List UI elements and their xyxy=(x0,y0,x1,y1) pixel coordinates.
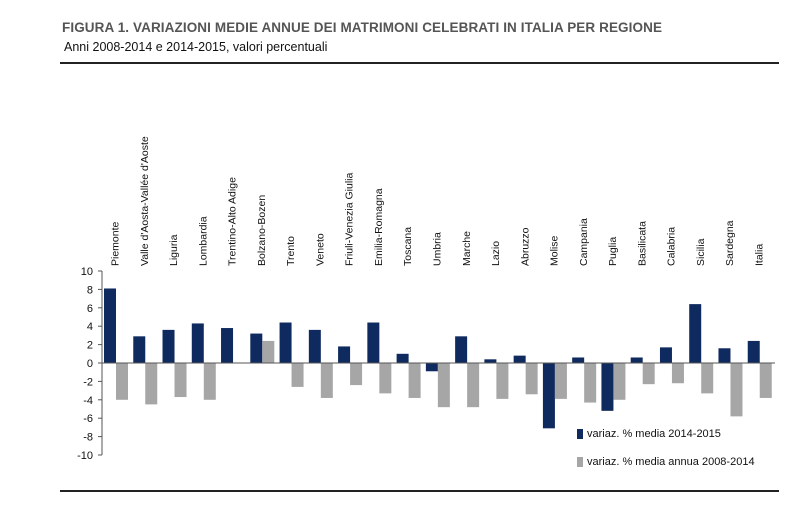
bar-2008-2014 xyxy=(291,363,304,387)
bar-2014-2015 xyxy=(747,340,760,363)
category-label: Friuli-Venezia Giulia xyxy=(344,172,356,266)
bar-2008-2014 xyxy=(525,363,538,395)
category-label: Lazio xyxy=(490,241,502,266)
bar-2014-2015 xyxy=(542,363,555,429)
legend-label-2008-2014: variaz. % media annua 2008-2014 xyxy=(587,456,755,468)
bar-2014-2015 xyxy=(279,322,292,363)
category-label: Puglia xyxy=(607,237,619,266)
category-label: Molise xyxy=(549,235,561,266)
category-label: Abruzzo xyxy=(519,227,531,266)
bar-2014-2015 xyxy=(513,355,526,363)
category-label: Calabria xyxy=(666,227,678,266)
y-tick-label: -4 xyxy=(83,395,93,407)
category-label: Lombardia xyxy=(197,216,209,266)
bar-2008-2014 xyxy=(437,363,450,408)
category-label: Basilicata xyxy=(636,221,648,266)
category-label: Marche xyxy=(461,231,473,266)
bar-2008-2014 xyxy=(145,363,158,405)
bar-2014-2015 xyxy=(133,336,146,363)
category-label: Italia xyxy=(753,244,765,266)
bar-2008-2014 xyxy=(584,363,597,403)
bar-2014-2015 xyxy=(221,328,234,363)
bar-2008-2014 xyxy=(116,363,128,400)
bar-2008-2014 xyxy=(408,363,421,398)
bar-2008-2014 xyxy=(174,363,187,398)
category-label: Trentino-Alto Adige xyxy=(227,177,239,266)
category-label: Trento xyxy=(285,236,297,266)
category-label: Piemonte xyxy=(110,221,122,266)
legend-swatch-2014-2015 xyxy=(577,429,583,439)
bar-2008-2014 xyxy=(642,363,655,385)
bar-2014-2015 xyxy=(367,322,380,363)
bottom-rule xyxy=(60,490,779,492)
category-label: Liguria xyxy=(168,234,180,266)
y-tick-label: 8 xyxy=(87,284,93,296)
bar-2008-2014 xyxy=(262,340,275,363)
bar-2008-2014 xyxy=(730,363,743,417)
bar-2008-2014 xyxy=(759,363,772,398)
bar-2014-2015 xyxy=(104,288,116,363)
bar-2014-2015 xyxy=(601,363,614,411)
bar-2008-2014 xyxy=(613,363,626,400)
y-tick-label: 10 xyxy=(81,266,93,278)
category-label: Sardegna xyxy=(724,220,736,266)
legend-item-2014-2015: variaz. % media 2014-2015 xyxy=(577,428,721,440)
bar-2014-2015 xyxy=(689,304,702,363)
category-label: Toscana xyxy=(402,227,414,266)
bar-2014-2015 xyxy=(630,357,643,363)
category-label: Emilia-Romagna xyxy=(373,188,385,266)
bar-2014-2015 xyxy=(455,336,468,363)
category-label: Valle d'Aosta-Vallée d'Aoste xyxy=(139,136,151,266)
y-tick-label: 2 xyxy=(87,340,93,352)
bar-2014-2015 xyxy=(572,357,585,363)
bar-2008-2014 xyxy=(671,363,684,384)
chart-title: FIGURA 1. VARIAZIONI MEDIE ANNUE DEI MAT… xyxy=(62,20,663,35)
bar-2014-2015 xyxy=(308,329,321,363)
bar-2014-2015 xyxy=(338,346,351,363)
y-tick-label: -8 xyxy=(83,432,93,444)
y-tick-label: 4 xyxy=(87,321,93,333)
bar-2008-2014 xyxy=(701,363,714,394)
bar-2014-2015 xyxy=(162,329,175,363)
bar-2008-2014 xyxy=(554,363,567,399)
y-tick-label: -10 xyxy=(77,450,93,462)
bar-2014-2015 xyxy=(191,323,204,363)
bar-2008-2014 xyxy=(496,363,509,399)
bar-2014-2015 xyxy=(425,363,438,372)
bar-2014-2015 xyxy=(396,353,409,363)
bar-2014-2015 xyxy=(484,359,497,363)
bar-2008-2014 xyxy=(379,363,392,394)
bar-2008-2014 xyxy=(320,363,333,398)
top-rule xyxy=(60,62,779,64)
bar-2008-2014 xyxy=(467,363,480,408)
y-tick-label: -2 xyxy=(83,376,93,388)
y-tick-label: 0 xyxy=(87,358,93,370)
bar-2014-2015 xyxy=(250,333,263,363)
category-label: Sicilia xyxy=(695,238,707,266)
bar-2014-2015 xyxy=(718,348,731,363)
legend-label-2014-2015: variaz. % media 2014-2015 xyxy=(587,428,721,440)
y-tick-label: -6 xyxy=(83,413,93,425)
bar-2008-2014 xyxy=(350,363,363,386)
legend-item-2008-2014: variaz. % media annua 2008-2014 xyxy=(577,456,755,468)
y-tick-label: 6 xyxy=(87,303,93,315)
category-label: Umbria xyxy=(432,232,444,266)
category-label: Bolzano-Bozen xyxy=(256,195,268,266)
category-label: Campania xyxy=(578,218,590,266)
chart-subtitle: Anni 2008-2014 e 2014-2015, valori perce… xyxy=(64,40,328,54)
bar-2008-2014 xyxy=(203,363,216,400)
legend-swatch-2008-2014 xyxy=(577,457,583,467)
category-label: Veneto xyxy=(314,233,326,266)
bar-2014-2015 xyxy=(659,347,672,363)
